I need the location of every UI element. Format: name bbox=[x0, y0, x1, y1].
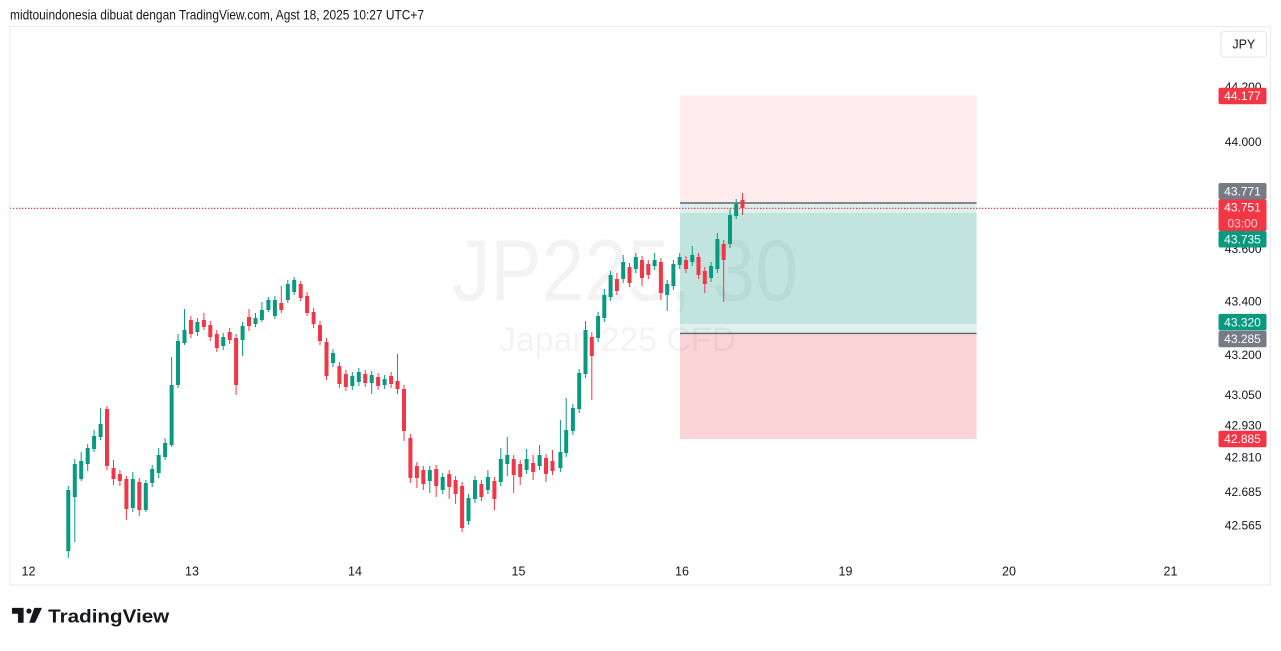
svg-text:JPY: JPY bbox=[1232, 37, 1256, 51]
svg-text:42.565: 42.565 bbox=[1225, 519, 1262, 533]
svg-text:15: 15 bbox=[512, 565, 526, 579]
svg-text:TradingView: TradingView bbox=[48, 606, 170, 627]
svg-text:43.400: 43.400 bbox=[1225, 295, 1262, 309]
svg-text:03:00: 03:00 bbox=[1227, 216, 1257, 230]
svg-text:43.285: 43.285 bbox=[1224, 332, 1261, 346]
svg-text:21: 21 bbox=[1164, 565, 1178, 579]
svg-text:43.735: 43.735 bbox=[1224, 232, 1261, 246]
svg-text:44.177: 44.177 bbox=[1224, 89, 1261, 103]
svg-text:19: 19 bbox=[839, 565, 853, 579]
svg-text:Japan 225 CFD: Japan 225 CFD bbox=[499, 321, 736, 359]
svg-text:42.885: 42.885 bbox=[1224, 432, 1261, 446]
svg-text:16: 16 bbox=[675, 565, 689, 579]
svg-text:43.050: 43.050 bbox=[1225, 388, 1262, 402]
svg-text:14: 14 bbox=[348, 565, 362, 579]
svg-text:43.320: 43.320 bbox=[1224, 315, 1261, 329]
svg-text:42.810: 42.810 bbox=[1225, 451, 1262, 465]
svg-text:43.200: 43.200 bbox=[1225, 348, 1262, 362]
svg-text:midtouindonesia dibuat dengan: midtouindonesia dibuat dengan TradingVie… bbox=[10, 7, 424, 23]
svg-text:13: 13 bbox=[185, 565, 199, 579]
svg-text:43.751: 43.751 bbox=[1224, 201, 1261, 215]
svg-text:20: 20 bbox=[1002, 565, 1016, 579]
svg-text:42.930: 42.930 bbox=[1225, 419, 1262, 433]
svg-text:43.771: 43.771 bbox=[1224, 184, 1261, 198]
svg-text:42.685: 42.685 bbox=[1225, 485, 1262, 499]
svg-text:44.000: 44.000 bbox=[1225, 135, 1262, 149]
svg-text:12: 12 bbox=[22, 565, 36, 579]
